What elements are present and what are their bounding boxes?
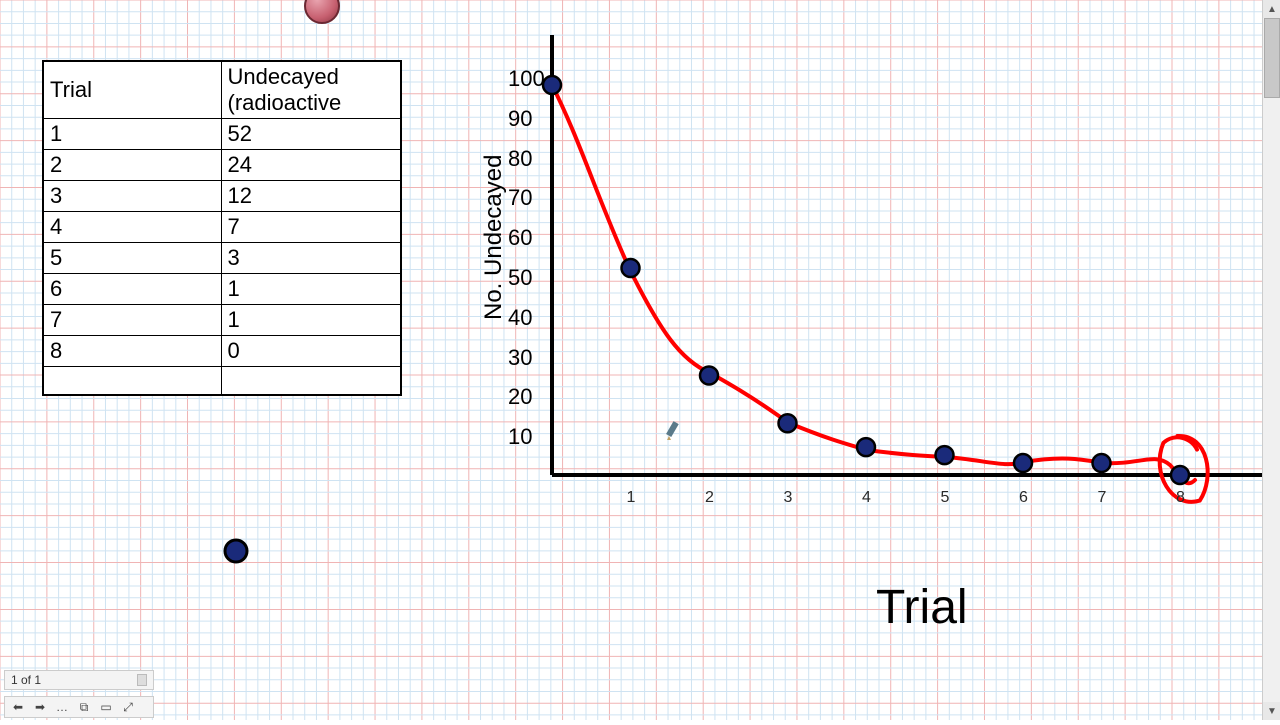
data-point[interactable] — [857, 438, 875, 456]
table-cell: 0 — [221, 336, 401, 367]
table-cell: 4 — [43, 212, 221, 243]
data-point[interactable] — [700, 367, 718, 385]
status-bar: 1 of 1 — [4, 670, 154, 690]
table-row — [43, 367, 401, 395]
table-cell: 24 — [221, 150, 401, 181]
fullscreen-button[interactable]: ⤢ — [119, 698, 137, 716]
y-axis-label: No. Undecayed — [480, 155, 508, 320]
data-point[interactable] — [779, 414, 797, 432]
data-point[interactable] — [622, 259, 640, 277]
y-tick-label: 80 — [508, 146, 546, 172]
table-cell — [43, 367, 221, 395]
data-point[interactable] — [936, 446, 954, 464]
stray-point[interactable] — [225, 540, 247, 562]
x-tick-label: 2 — [705, 489, 714, 507]
x-tick-label: 5 — [941, 489, 950, 507]
y-tick-label: 40 — [508, 305, 546, 331]
y-tick-label: 10 — [508, 424, 546, 450]
table-row: 312 — [43, 181, 401, 212]
vertical-scrollbar[interactable]: ▲ ▼ — [1262, 0, 1280, 720]
table-cell: 52 — [221, 119, 401, 150]
table-cell: 12 — [221, 181, 401, 212]
table-row: 152 — [43, 119, 401, 150]
y-tick-label: 30 — [508, 345, 546, 371]
table-header-cell: Trial — [43, 61, 221, 119]
page-thumbnail-icon — [137, 674, 147, 686]
table-cell: 7 — [43, 305, 221, 336]
x-tick-label: 7 — [1098, 489, 1107, 507]
table-cell: 1 — [43, 119, 221, 150]
y-tick-label: 60 — [508, 225, 546, 251]
axes — [552, 35, 1262, 475]
page-fit-button[interactable]: ⧉ — [75, 698, 93, 716]
page-indicator: 1 of 1 — [11, 673, 133, 687]
table-cell: 1 — [221, 274, 401, 305]
table-header-cell: Undecayed (radioactive — [221, 61, 401, 119]
scroll-up-button[interactable]: ▲ — [1263, 0, 1280, 18]
table-cell: 3 — [221, 243, 401, 274]
table-row: 71 — [43, 305, 401, 336]
scroll-thumb[interactable] — [1264, 18, 1280, 98]
table-row: 224 — [43, 150, 401, 181]
x-tick-label: 3 — [784, 489, 793, 507]
y-tick-label: 100 — [508, 66, 546, 92]
x-tick-label: 8 — [1176, 489, 1185, 507]
data-point[interactable] — [1171, 466, 1189, 484]
bottom-toolbar: ⬅➡…⧉▭⤢ — [4, 696, 154, 718]
table-cell: 2 — [43, 150, 221, 181]
table-cell: 6 — [43, 274, 221, 305]
table-cell: 1 — [221, 305, 401, 336]
nav-forward-button[interactable]: ➡ — [31, 698, 49, 716]
table-row: 53 — [43, 243, 401, 274]
table-cell — [221, 367, 401, 395]
nav-back-button[interactable]: ⬅ — [9, 698, 27, 716]
data-point[interactable] — [1014, 454, 1032, 472]
table-row: 47 — [43, 212, 401, 243]
table-cell: 3 — [43, 181, 221, 212]
table-cell: 8 — [43, 336, 221, 367]
data-table: TrialUndecayed (radioactive1522243124753… — [42, 60, 402, 396]
table-row: 80 — [43, 336, 401, 367]
table-cell: 7 — [221, 212, 401, 243]
y-tick-label: 90 — [508, 106, 546, 132]
y-tick-label: 70 — [508, 185, 546, 211]
x-tick-label: 4 — [862, 489, 871, 507]
presentation-button[interactable]: ▭ — [97, 698, 115, 716]
table-row: 61 — [43, 274, 401, 305]
more-button[interactable]: … — [53, 698, 71, 716]
y-tick-label: 50 — [508, 265, 546, 291]
x-tick-label: 1 — [627, 489, 636, 507]
y-tick-label: 20 — [508, 384, 546, 410]
table-cell: 5 — [43, 243, 221, 274]
decay-curve — [552, 85, 1195, 483]
x-tick-label: 6 — [1019, 489, 1028, 507]
scroll-down-button[interactable]: ▼ — [1263, 702, 1280, 720]
x-axis-label: Trial — [876, 580, 968, 635]
data-point[interactable] — [1093, 454, 1111, 472]
